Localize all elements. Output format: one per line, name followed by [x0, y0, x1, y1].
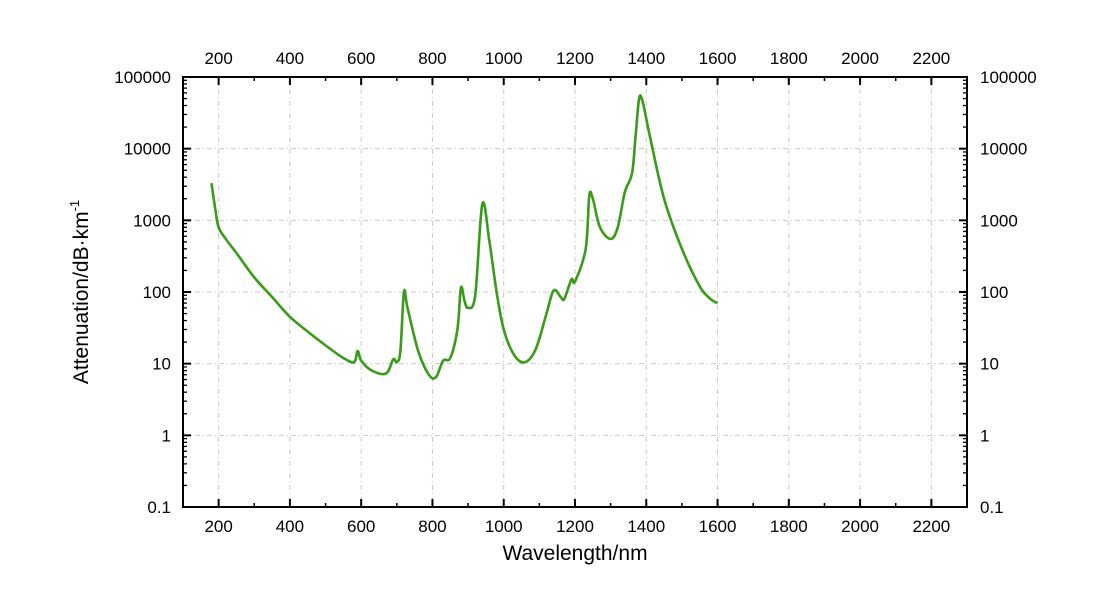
y-tick-label-left: 1: [162, 426, 171, 445]
series-line-attenuation: [210, 94, 719, 380]
x-tick-label-top: 200: [204, 49, 232, 68]
x-tick-label-top: 2000: [841, 49, 879, 68]
x-tick-label-top: 1400: [627, 49, 665, 68]
x-tick-label-bottom: 1400: [627, 517, 665, 536]
grid: [183, 77, 967, 507]
x-tick-label-bottom: 400: [276, 517, 304, 536]
x-axis-title: Wavelength/nm: [502, 542, 647, 565]
x-tick-label-bottom: 200: [204, 517, 232, 536]
y-tick-label-right: 0.1: [980, 498, 1004, 517]
x-tick-label-bottom: 2000: [841, 517, 879, 536]
y-tick-label-right: 1: [980, 426, 989, 445]
y-tick-label-left: 1000: [133, 211, 171, 230]
x-tick-label-top: 800: [418, 49, 446, 68]
x-tick-label-top: 1200: [556, 49, 594, 68]
y-tick-label-right: 100000: [980, 68, 1037, 87]
x-tick-label-bottom: 1200: [556, 517, 594, 536]
y-tick-label-left: 100000: [114, 68, 171, 87]
x-tick-label-top: 400: [276, 49, 304, 68]
y-tick-label-right: 1000: [980, 211, 1018, 230]
x-tick-label-bottom: 1800: [770, 517, 808, 536]
y-tick-label-left: 0.1: [147, 498, 171, 517]
y-tick-label-left: 10: [152, 355, 171, 374]
y-tick-label-right: 100: [980, 283, 1008, 302]
x-tick-label-top: 2200: [912, 49, 950, 68]
y-axis-title: Attenuation/dB·km-1: [67, 200, 93, 384]
y-tick-label-right: 10000: [980, 140, 1027, 159]
x-tick-label-bottom: 2200: [912, 517, 950, 536]
x-tick-label-bottom: 1600: [699, 517, 737, 536]
x-tick-label-top: 600: [347, 49, 375, 68]
y-tick-label-left: 10000: [124, 140, 171, 159]
y-axis-title-superscript: -1: [67, 200, 82, 212]
tick-labels: 2002004004006006008008001000100012001200…: [114, 49, 1036, 536]
x-tick-label-top: 1800: [770, 49, 808, 68]
x-tick-label-bottom: 800: [418, 517, 446, 536]
y-tick-label-right: 10: [980, 355, 999, 374]
x-tick-label-top: 1600: [699, 49, 737, 68]
x-tick-label-top: 1000: [485, 49, 523, 68]
x-tick-label-bottom: 600: [347, 517, 375, 536]
y-tick-label-left: 100: [143, 283, 171, 302]
x-tick-label-bottom: 1000: [485, 517, 523, 536]
axis-ticks: [183, 76, 967, 508]
